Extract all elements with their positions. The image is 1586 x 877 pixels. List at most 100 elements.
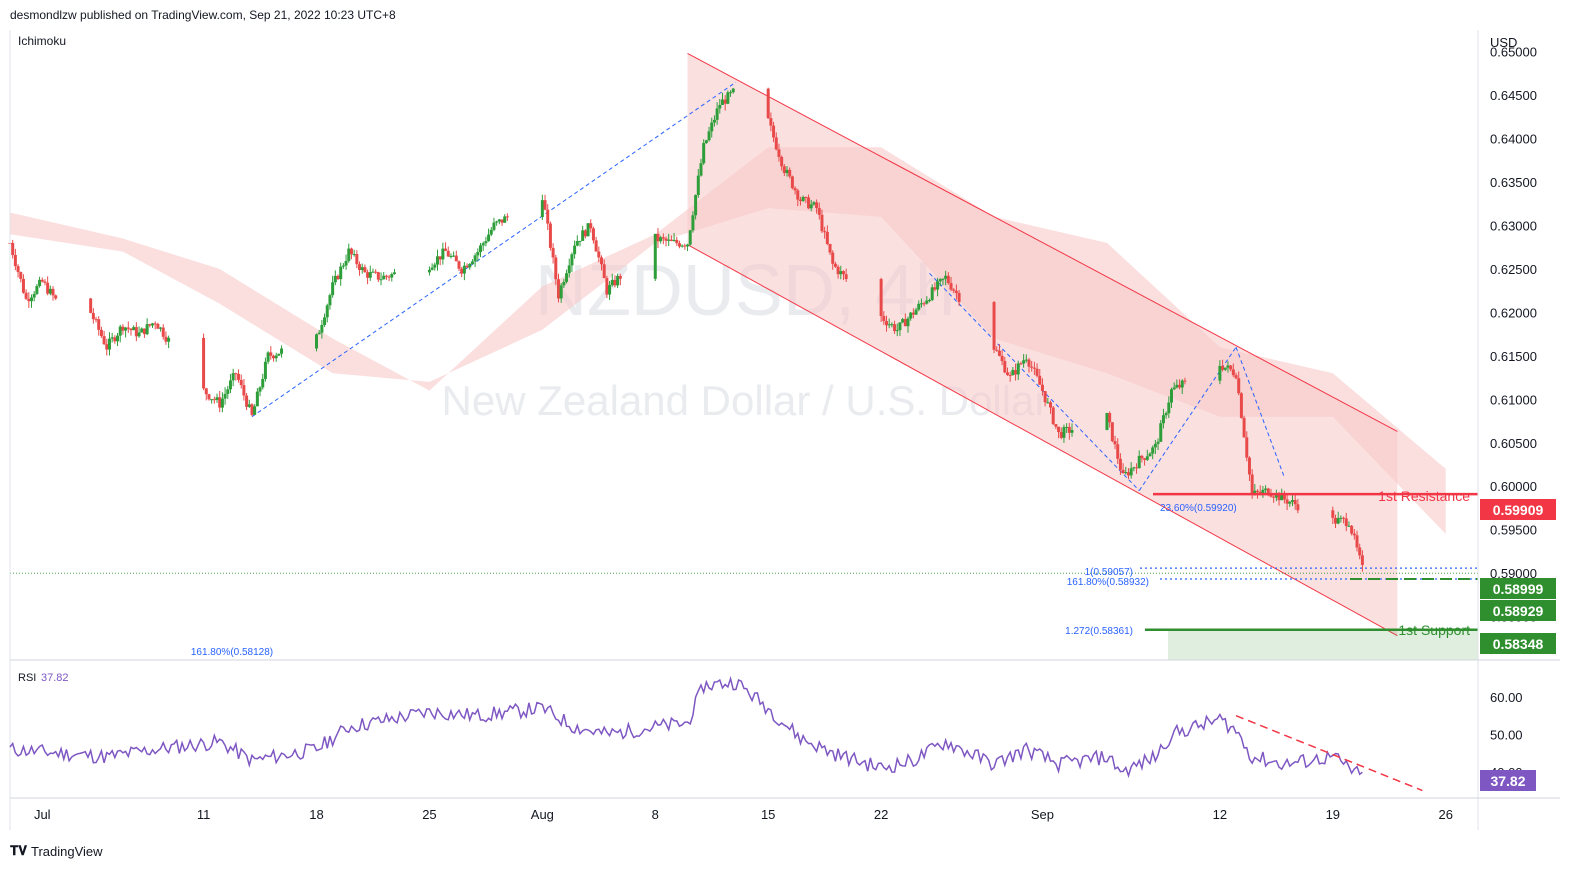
- candle-body[interactable]: [231, 373, 235, 381]
- candle-body[interactable]: [707, 131, 711, 141]
- candle-body[interactable]: [438, 256, 442, 260]
- candle-body[interactable]: [801, 196, 805, 201]
- candle-body[interactable]: [1280, 493, 1284, 501]
- candle-body[interactable]: [586, 223, 590, 237]
- candle-body[interactable]: [1339, 517, 1343, 519]
- candle-body[interactable]: [1282, 493, 1286, 500]
- price-axis[interactable]: 0.65000 0.64500 0.64000 0.63500 0.63000 0.625…: [1490, 45, 1537, 625]
- candle-body[interactable]: [997, 350, 1001, 356]
- candle-body[interactable]: [823, 231, 827, 233]
- candle-body[interactable]: [1057, 426, 1061, 433]
- candle-body[interactable]: [137, 332, 141, 337]
- candle-body[interactable]: [255, 391, 259, 407]
- candle-body[interactable]: [441, 248, 445, 260]
- candle-body[interactable]: [384, 275, 388, 277]
- candle-body[interactable]: [30, 297, 34, 302]
- candle-body[interactable]: [24, 292, 28, 299]
- candle-body[interactable]: [505, 216, 509, 218]
- candle-body[interactable]: [796, 190, 800, 200]
- candle-body[interactable]: [562, 281, 566, 286]
- candle-body[interactable]: [116, 335, 120, 342]
- candle-body[interactable]: [1355, 535, 1359, 548]
- candle-body[interactable]: [699, 163, 703, 176]
- candle-body[interactable]: [882, 316, 886, 322]
- candle-body[interactable]: [1234, 375, 1238, 379]
- candle-body[interactable]: [449, 256, 453, 258]
- candle-body[interactable]: [43, 281, 47, 283]
- candle-body[interactable]: [591, 228, 595, 241]
- candle-body[interactable]: [427, 269, 431, 273]
- candle-body[interactable]: [1350, 525, 1354, 534]
- candle-body[interactable]: [21, 278, 25, 293]
- candle-body[interactable]: [1126, 472, 1130, 476]
- candle-body[interactable]: [1161, 415, 1165, 424]
- candle-body[interactable]: [339, 266, 343, 280]
- candle-body[interactable]: [898, 322, 902, 331]
- candle-body[interactable]: [492, 222, 496, 230]
- candle-body[interactable]: [204, 388, 208, 395]
- candle-body[interactable]: [691, 215, 695, 231]
- candle-body[interactable]: [1164, 413, 1168, 416]
- candles[interactable]: [8, 87, 1364, 572]
- candle-body[interactable]: [565, 273, 569, 282]
- candle-body[interactable]: [371, 271, 375, 273]
- candle-body[interactable]: [207, 394, 211, 400]
- candle-body[interactable]: [1242, 417, 1246, 438]
- candle-body[interactable]: [610, 280, 614, 286]
- candle-body[interactable]: [503, 216, 507, 223]
- candle-body[interactable]: [909, 312, 913, 319]
- candle-body[interactable]: [1005, 372, 1009, 376]
- candle-body[interactable]: [159, 327, 163, 329]
- candle-body[interactable]: [352, 254, 356, 256]
- candle-body[interactable]: [121, 326, 125, 331]
- candle-body[interactable]: [40, 279, 44, 282]
- candle-body[interactable]: [320, 324, 324, 333]
- candle-body[interactable]: [1358, 547, 1362, 556]
- candle-body[interactable]: [672, 239, 676, 241]
- candle-body[interactable]: [936, 281, 940, 290]
- candle-body[interactable]: [683, 245, 687, 247]
- candle-body[interactable]: [712, 119, 716, 123]
- candle-body[interactable]: [1180, 380, 1184, 388]
- candle-body[interactable]: [554, 257, 558, 280]
- candle-body[interactable]: [540, 200, 544, 218]
- candle-body[interactable]: [1296, 504, 1300, 511]
- candle-body[interactable]: [1059, 432, 1063, 438]
- candle-body[interactable]: [390, 274, 394, 278]
- candle-body[interactable]: [148, 324, 152, 326]
- candle-body[interactable]: [551, 247, 555, 258]
- candle-body[interactable]: [94, 319, 98, 321]
- candle-body[interactable]: [99, 329, 103, 337]
- candle-body[interactable]: [567, 265, 571, 274]
- candle-body[interactable]: [1336, 518, 1340, 524]
- candle-body[interactable]: [457, 261, 461, 269]
- candle-body[interactable]: [247, 404, 251, 407]
- candle-body[interactable]: [1239, 393, 1243, 418]
- candle-body[interactable]: [454, 255, 458, 262]
- candle-body[interactable]: [97, 319, 101, 330]
- candle-body[interactable]: [1024, 359, 1028, 361]
- candle-body[interactable]: [933, 287, 937, 290]
- candle-body[interactable]: [274, 355, 278, 359]
- candle-body[interactable]: [379, 279, 383, 281]
- candle-body[interactable]: [1049, 402, 1053, 408]
- candle-body[interactable]: [573, 245, 577, 255]
- candle-body[interactable]: [664, 238, 668, 241]
- candle-body[interactable]: [258, 387, 262, 392]
- candle-body[interactable]: [1360, 555, 1364, 565]
- candle-body[interactable]: [1108, 413, 1112, 423]
- candle-body[interactable]: [347, 248, 351, 261]
- candle-body[interactable]: [54, 295, 58, 299]
- candle-body[interactable]: [1285, 499, 1289, 504]
- candle-body[interactable]: [777, 149, 781, 157]
- candle-body[interactable]: [804, 196, 808, 198]
- candle-body[interactable]: [688, 230, 692, 245]
- candle-body[interactable]: [228, 380, 232, 390]
- candle-body[interactable]: [16, 266, 20, 273]
- candle-body[interactable]: [696, 175, 700, 195]
- candle-body[interactable]: [1043, 391, 1047, 403]
- candle-body[interactable]: [613, 280, 617, 286]
- candle-body[interactable]: [140, 328, 144, 333]
- candle-body[interactable]: [226, 389, 230, 394]
- candle-body[interactable]: [901, 319, 905, 323]
